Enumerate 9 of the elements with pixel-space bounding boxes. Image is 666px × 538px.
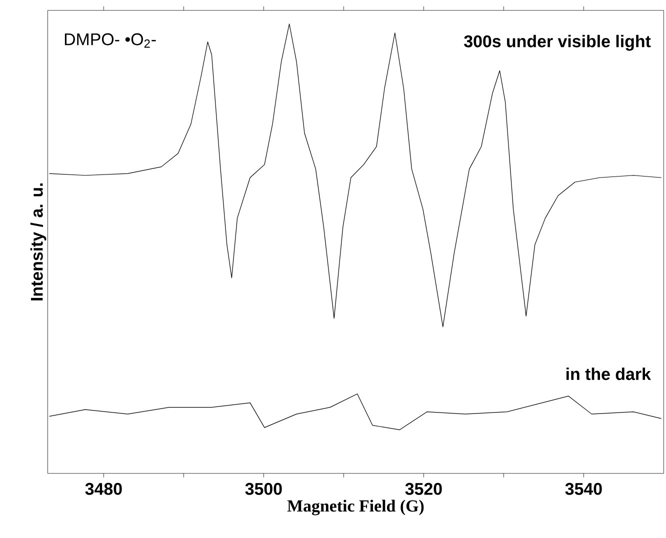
x-axis-title: Magnetic Field (G): [287, 500, 424, 516]
x-tick-label: 3520: [405, 482, 442, 495]
text: 300s under visible light: [464, 34, 651, 51]
y-axis-title: Intensity / a. u.: [30, 183, 46, 300]
x-tick-label: 3480: [85, 482, 122, 495]
annotation: DMPO- •O$_{2}$-: [64, 33, 156, 48]
x-tick-label: 3500: [245, 482, 282, 495]
series-label: in the dark: [566, 368, 651, 380]
x-tick-label: 3540: [565, 482, 602, 495]
